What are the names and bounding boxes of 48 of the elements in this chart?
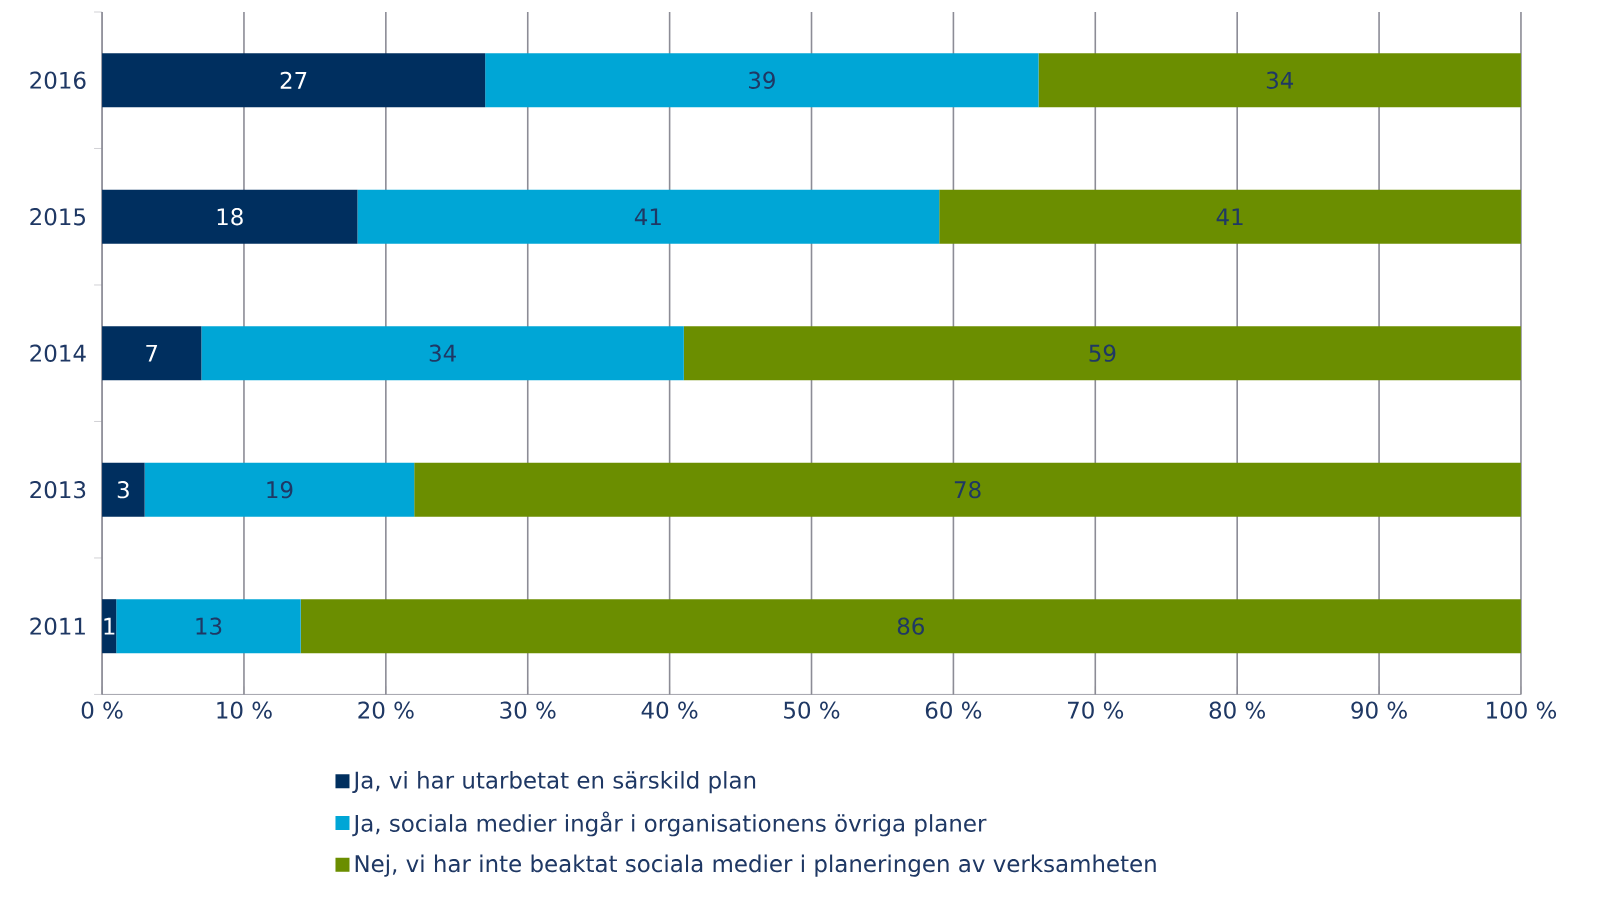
x-tick-label: 20 %	[358, 701, 414, 720]
bar	[144, 462, 415, 517]
data-label: 41	[1216, 208, 1243, 226]
y-tick-label: 2013	[30, 481, 86, 499]
bar	[414, 462, 1521, 517]
bar	[357, 189, 940, 244]
data-label: 27	[280, 71, 307, 89]
x-tick-label: 30 %	[500, 701, 556, 720]
bar	[939, 189, 1521, 244]
bar	[1038, 53, 1521, 108]
data-label: 1	[104, 618, 115, 635]
bar	[102, 189, 358, 244]
data-label: 34	[1266, 71, 1294, 90]
bar	[201, 326, 684, 381]
y-tick-label: 2015	[30, 208, 85, 226]
data-label: 7	[146, 345, 158, 362]
bar	[116, 599, 301, 654]
data-label: 18	[217, 208, 243, 226]
x-tick-label: 0 %	[81, 701, 123, 720]
data-label: 41	[634, 208, 661, 226]
x-tick-label: 50 %	[784, 701, 840, 720]
data-label: 39	[749, 71, 775, 90]
bar	[300, 599, 1521, 654]
data-label: 19	[267, 481, 293, 499]
y-tick-label: 2011	[30, 617, 85, 636]
x-tick-label: 10 %	[217, 701, 272, 720]
bar	[683, 326, 1521, 381]
y-tick-label: 2016	[30, 71, 86, 90]
x-tick-label: 60 %	[925, 701, 982, 720]
data-label: 34	[429, 344, 456, 363]
x-tick-label: 80 %	[1209, 701, 1265, 720]
x-tick-label: 40 %	[641, 701, 698, 720]
bar	[485, 53, 1039, 108]
data-label: 86	[897, 617, 924, 636]
data-label: 13	[196, 617, 222, 636]
legend-label: Ja, sociala medier ingår i organisationens övriga planer	[352, 811, 987, 837]
x-tick-label: 100 %	[1487, 701, 1557, 720]
bar	[102, 326, 202, 381]
bar	[102, 462, 145, 517]
x-tick-label: 70 %	[1068, 701, 1124, 720]
data-label: 3	[117, 481, 129, 499]
legend-label: Ja, vi har utarbetat en särskild plan	[352, 771, 756, 794]
x-tick-label: 90 %	[1351, 701, 1407, 720]
legend-label: Nej, vi har inte beaktat sociala medier i planeringen av verksamheten	[355, 854, 1156, 877]
y-tick-label: 2014	[30, 344, 86, 363]
bar	[102, 53, 486, 108]
data-label: 59	[1089, 344, 1116, 363]
data-label: 78	[954, 481, 981, 499]
